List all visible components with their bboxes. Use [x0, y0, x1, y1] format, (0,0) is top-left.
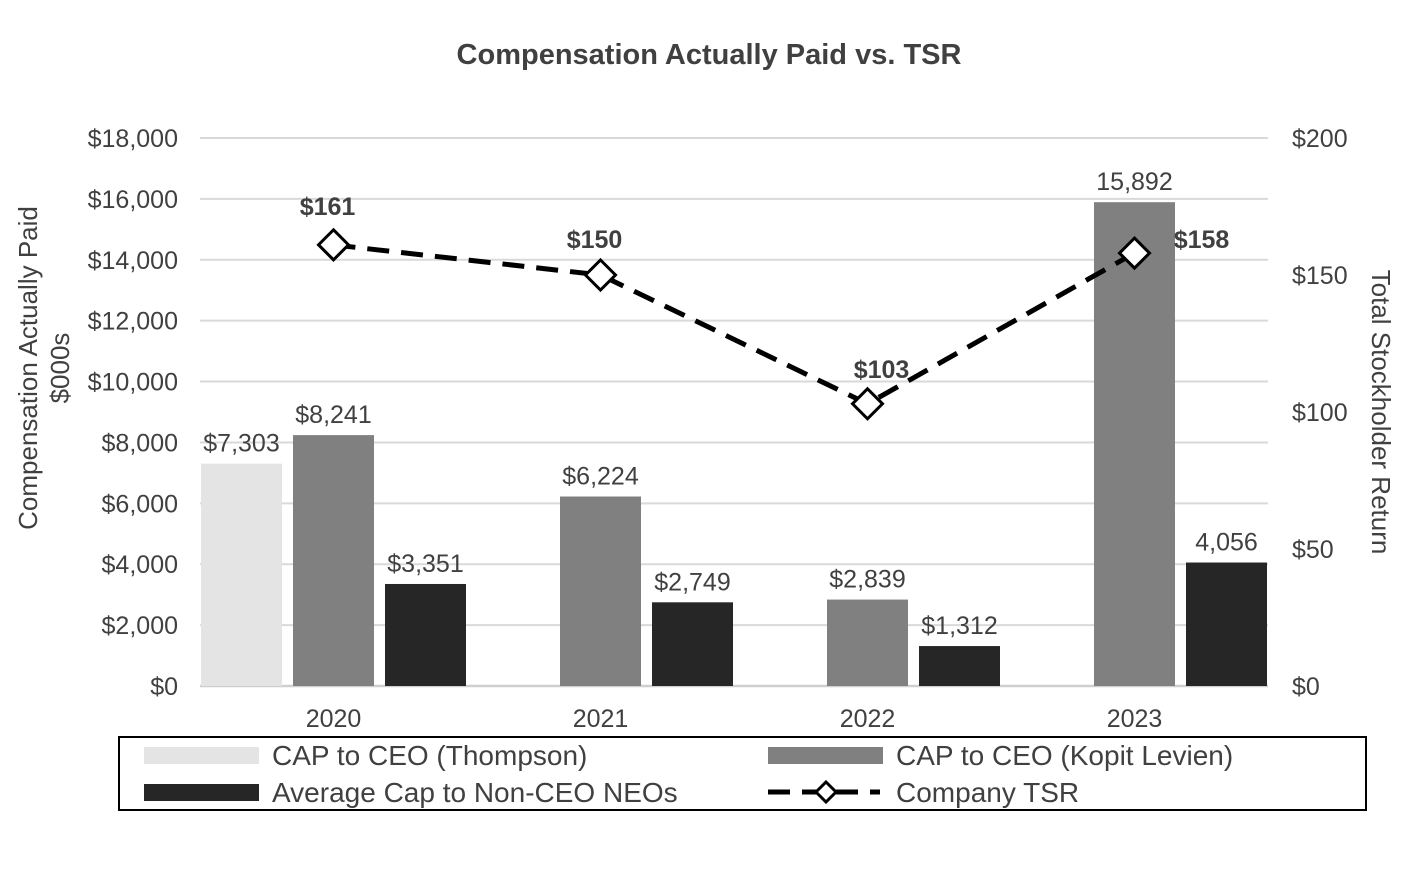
bar-data-label: 4,056	[1195, 529, 1258, 557]
legend: CAP to CEO (Thompson) CAP to CEO (Kopit L…	[144, 740, 1233, 808]
chart-title: Compensation Actually Paid vs. TSR	[457, 39, 962, 71]
y-tick-label: $4,000	[102, 551, 178, 579]
legend-label: CAP to CEO (Thompson)	[272, 740, 587, 771]
y2-tick-label: $0	[1292, 673, 1320, 701]
bar	[385, 583, 466, 686]
gridlines	[200, 137, 1268, 688]
tsr-line-path	[333, 242, 1136, 407]
tsr-marker	[850, 386, 885, 421]
tsr-line: $161 $150 $103 $158	[300, 193, 1230, 421]
y-tick-label: $16,000	[88, 186, 178, 214]
bar-data-label: $6,224	[562, 463, 639, 491]
y2-axis-title: Total Stockholder Return	[1366, 270, 1396, 555]
y-tick-label: $12,000	[88, 308, 178, 336]
bar	[652, 602, 733, 686]
tsr-marker	[583, 257, 618, 293]
legend-label: Average Cap to Non-CEO NEOs	[272, 777, 678, 808]
x-tick-label: 2023	[1107, 705, 1163, 733]
legend-swatch	[144, 747, 259, 764]
x-tick-label: 2022	[840, 705, 896, 733]
legend-label: CAP to CEO (Kopit Levien)	[896, 740, 1233, 771]
y-tick-label: $14,000	[88, 247, 178, 275]
left-axis-ticks: $0 $2,000 $4,000 $6,000 $8,000 $10,000 $12,000…	[88, 125, 178, 701]
bar-data-label: $7,303	[203, 430, 279, 458]
legend-marker	[813, 779, 839, 805]
tsr-data-label: $150	[567, 226, 623, 254]
right-axis-ticks: $0 $50 $100 $150 $200	[1292, 125, 1348, 701]
bar	[827, 599, 908, 686]
bar	[293, 435, 374, 686]
bar	[919, 646, 1000, 686]
y-tick-label: $2,000	[102, 612, 178, 640]
bar-data-label: 15,892	[1096, 168, 1172, 196]
bar	[201, 463, 282, 686]
tsr-marker	[316, 227, 351, 262]
bar-data-label: $2,839	[829, 566, 905, 594]
bar-data-label: $1,312	[921, 612, 997, 640]
y-tick-label: $0	[150, 673, 178, 701]
tsr-marker	[1117, 235, 1152, 271]
tsr-data-label: $103	[854, 356, 910, 384]
bar-data-label: $2,749	[654, 568, 730, 596]
bar-data-label: $8,241	[295, 401, 371, 429]
x-tick-label: 2020	[306, 705, 362, 733]
legend-box	[118, 736, 1367, 811]
y2-tick-label: $150	[1292, 262, 1348, 290]
bars	[201, 202, 1267, 687]
bar	[1094, 202, 1175, 687]
tsr-data-label: $161	[300, 193, 356, 221]
y2-tick-label: $200	[1292, 125, 1348, 153]
legend-swatch	[144, 784, 259, 801]
y-axis-title-line1: Compensation Actually Paid	[13, 206, 43, 530]
legend-swatch	[768, 747, 883, 764]
y-tick-label: $8,000	[102, 429, 178, 457]
y-tick-label: $10,000	[88, 369, 178, 397]
y2-tick-label: $100	[1292, 399, 1348, 427]
y-axis-title-line2: $000s	[45, 333, 75, 404]
x-axis-ticks: 2020 2021 2022 2023	[306, 705, 1163, 733]
bar	[1186, 562, 1267, 686]
y-tick-label: $6,000	[102, 490, 178, 518]
tsr-data-label: $158	[1174, 226, 1230, 254]
y-tick-label: $18,000	[88, 125, 178, 153]
bar-labels: $7,303 $8,241 $6,224 $2,839 15,892 $3,351 $2,7…	[203, 168, 1258, 640]
legend-label: Company TSR	[896, 777, 1079, 808]
bar	[560, 496, 641, 686]
x-tick-label: 2021	[573, 705, 629, 733]
bar-data-label: $3,351	[387, 550, 463, 578]
y2-tick-label: $50	[1292, 536, 1334, 564]
